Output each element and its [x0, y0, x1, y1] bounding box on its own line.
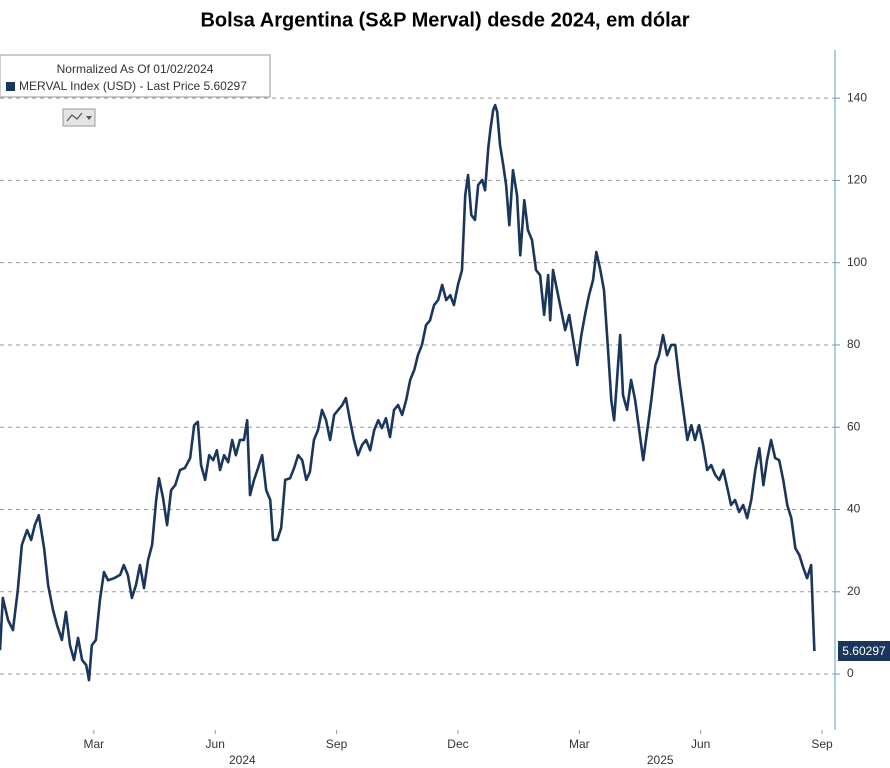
y-tick-label: 80: [847, 337, 861, 351]
legend-title: Normalized As Of 01/02/2024: [57, 62, 214, 76]
legend-label: MERVAL Index (USD) - Last Price 5.60297: [19, 79, 247, 93]
legend-swatch: [6, 82, 15, 91]
y-tick-label: 60: [847, 419, 861, 433]
button-caret: [86, 116, 92, 120]
chart-type-button[interactable]: [62, 108, 96, 127]
x-tick-label: Mar: [84, 737, 105, 751]
plot-area: 0 20 40 60 80 100 120 140 Mar Jun Sep Dec Mar Jun Sep 2…: [0, 50, 890, 767]
legend-box: [0, 54, 271, 98]
x-tick-label: Sep: [811, 737, 833, 751]
last-price-box: [838, 641, 890, 662]
x-tick-label: Jun: [206, 737, 225, 751]
y-tick-label: 0: [847, 666, 854, 680]
x-tick-label: Sep: [326, 737, 348, 751]
x-tick-label: Jun: [691, 737, 710, 751]
y-tick-label: 40: [847, 502, 861, 516]
x-tick-label: Mar: [569, 737, 590, 751]
y-tick-label: 20: [847, 584, 861, 598]
chart-title: Bolsa Argentina (S&P Merval) desde 2024,…: [200, 9, 689, 31]
last-price-label: 5.60297: [842, 644, 886, 658]
x-tick-label: Dec: [447, 737, 468, 751]
x-year-label: 2024: [229, 753, 256, 767]
y-tick-label: 120: [847, 173, 867, 187]
y-tick-label: 140: [847, 90, 867, 104]
data-line: [0, 103, 816, 682]
legend: Normalized As Of 01/02/2024 MERVAL Index…: [0, 54, 271, 98]
button-icon: [66, 112, 83, 122]
x-year-label: 2025: [647, 753, 674, 767]
y-tick-label: 100: [847, 255, 867, 269]
